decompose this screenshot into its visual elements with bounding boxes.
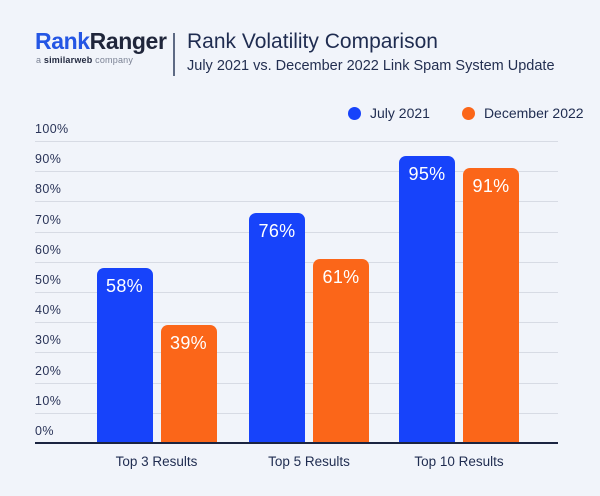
y-axis-tick-label: 70% bbox=[35, 212, 62, 227]
y-axis-tick-label: 30% bbox=[35, 333, 62, 348]
logo-text-rank: Rank bbox=[35, 28, 90, 54]
bar-value-label: 91% bbox=[472, 176, 510, 197]
chart-legend: July 2021 December 2022 bbox=[348, 105, 584, 121]
y-axis-tick-label: 60% bbox=[35, 242, 62, 257]
rankranger-logo: RankRanger bbox=[35, 28, 167, 54]
bar-value-label: 58% bbox=[106, 275, 143, 296]
y-axis-tick-label: 20% bbox=[35, 363, 62, 378]
bar-july-2021-top-10-results: 95% bbox=[399, 156, 455, 443]
legend-item-december-2022: December 2022 bbox=[461, 105, 584, 121]
page-subtitle: July 2021 vs. December 2022 Link Spam Sy… bbox=[187, 58, 555, 74]
tagline-prefix: a bbox=[36, 55, 44, 65]
logo-text-ranger: Ranger bbox=[89, 28, 167, 54]
legend-label-july-2021: July 2021 bbox=[370, 105, 430, 121]
bar-value-label: 76% bbox=[258, 221, 296, 242]
bar-december-2022-top-5-results: 61% bbox=[313, 258, 369, 443]
y-axis-tick-label: 80% bbox=[35, 182, 62, 197]
y-axis-tick-label: 50% bbox=[35, 273, 62, 287]
y-axis-tick-label: 100% bbox=[35, 122, 69, 136]
bar-december-2022-top-10-results: 91% bbox=[463, 168, 519, 443]
similarweb-tagline: a similarweb company bbox=[36, 55, 133, 65]
gridline bbox=[35, 201, 558, 203]
legend-label-december-2022: December 2022 bbox=[483, 105, 584, 121]
x-axis-line bbox=[35, 442, 558, 444]
tagline-suffix: company bbox=[92, 55, 134, 65]
bar-july-2021-top-5-results: 76% bbox=[249, 213, 305, 443]
y-axis-tick-label: 90% bbox=[35, 152, 62, 167]
y-axis-tick-label: 10% bbox=[35, 393, 62, 408]
x-axis-label-top-5-results: Top 5 Results bbox=[268, 454, 350, 469]
bar-value-label: 39% bbox=[170, 333, 207, 354]
gridline bbox=[35, 141, 558, 142]
y-axis-tick-label: 0% bbox=[35, 424, 54, 438]
legend-dot-july-2021-icon bbox=[348, 106, 361, 120]
bar-december-2022-top-3-results: 39% bbox=[160, 325, 217, 443]
bar-value-label: 61% bbox=[322, 266, 360, 287]
x-axis-label-top-3-results: Top 3 Results bbox=[115, 454, 198, 469]
x-axis-label-top-10-results: Top 10 Results bbox=[414, 454, 504, 469]
tagline-brand: similarweb bbox=[43, 55, 93, 65]
bar-july-2021-top-3-results: 58% bbox=[96, 267, 153, 443]
legend-item-july-2021: July 2021 bbox=[348, 105, 430, 121]
legend-dot-december-2022-icon bbox=[461, 106, 475, 120]
y-axis-tick-label: 40% bbox=[35, 303, 62, 318]
header-divider bbox=[173, 33, 175, 76]
page-title: Rank Volatility Comparison bbox=[187, 30, 438, 53]
gridline bbox=[35, 171, 558, 173]
bar-value-label: 95% bbox=[408, 164, 446, 185]
